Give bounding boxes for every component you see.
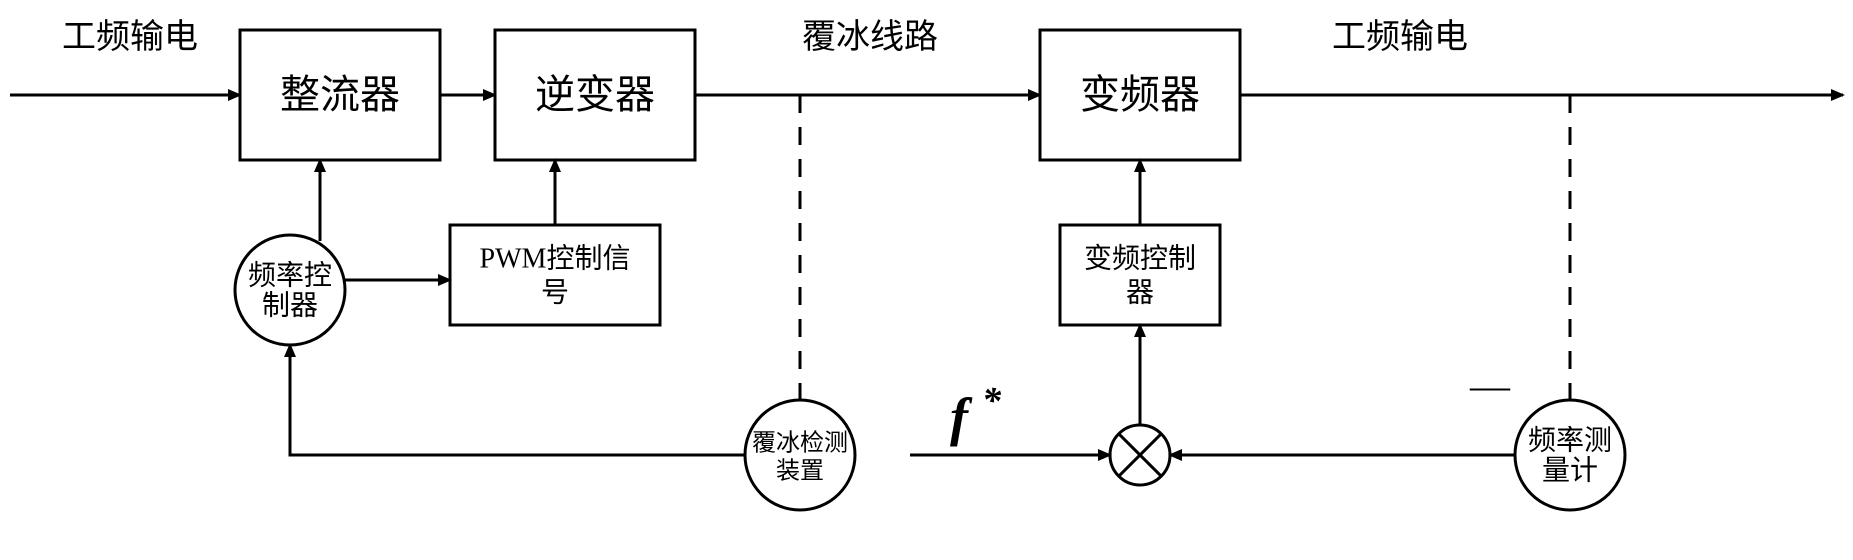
svg-text:装置: 装置 bbox=[776, 458, 824, 485]
svg-text:*: * bbox=[982, 380, 1002, 422]
svg-text:变频控制: 变频控制 bbox=[1084, 242, 1196, 274]
svg-text:号: 号 bbox=[541, 277, 569, 308]
label-output-right: 工频输电 bbox=[1332, 18, 1468, 56]
box-pwm bbox=[450, 225, 660, 325]
svg-text:整流器: 整流器 bbox=[280, 72, 400, 117]
box-vfd-ctrl bbox=[1060, 225, 1220, 325]
svg-text:逆变器: 逆变器 bbox=[535, 72, 655, 117]
svg-text:频率测: 频率测 bbox=[1528, 424, 1612, 456]
label-fstar: f bbox=[950, 387, 973, 447]
label-input-left: 工频输电 bbox=[62, 18, 198, 56]
svg-text:覆冰检测: 覆冰检测 bbox=[752, 430, 848, 457]
label-minus: — bbox=[1469, 363, 1511, 408]
svg-text:器: 器 bbox=[1126, 277, 1154, 308]
svg-text:变频器: 变频器 bbox=[1080, 72, 1200, 117]
svg-text:制器: 制器 bbox=[262, 289, 318, 321]
svg-text:量计: 量计 bbox=[1542, 454, 1598, 486]
svg-text:频率控: 频率控 bbox=[248, 259, 332, 291]
label-icy-line: 覆冰线路 bbox=[802, 18, 938, 56]
svg-text:PWM控制信: PWM控制信 bbox=[480, 242, 631, 274]
